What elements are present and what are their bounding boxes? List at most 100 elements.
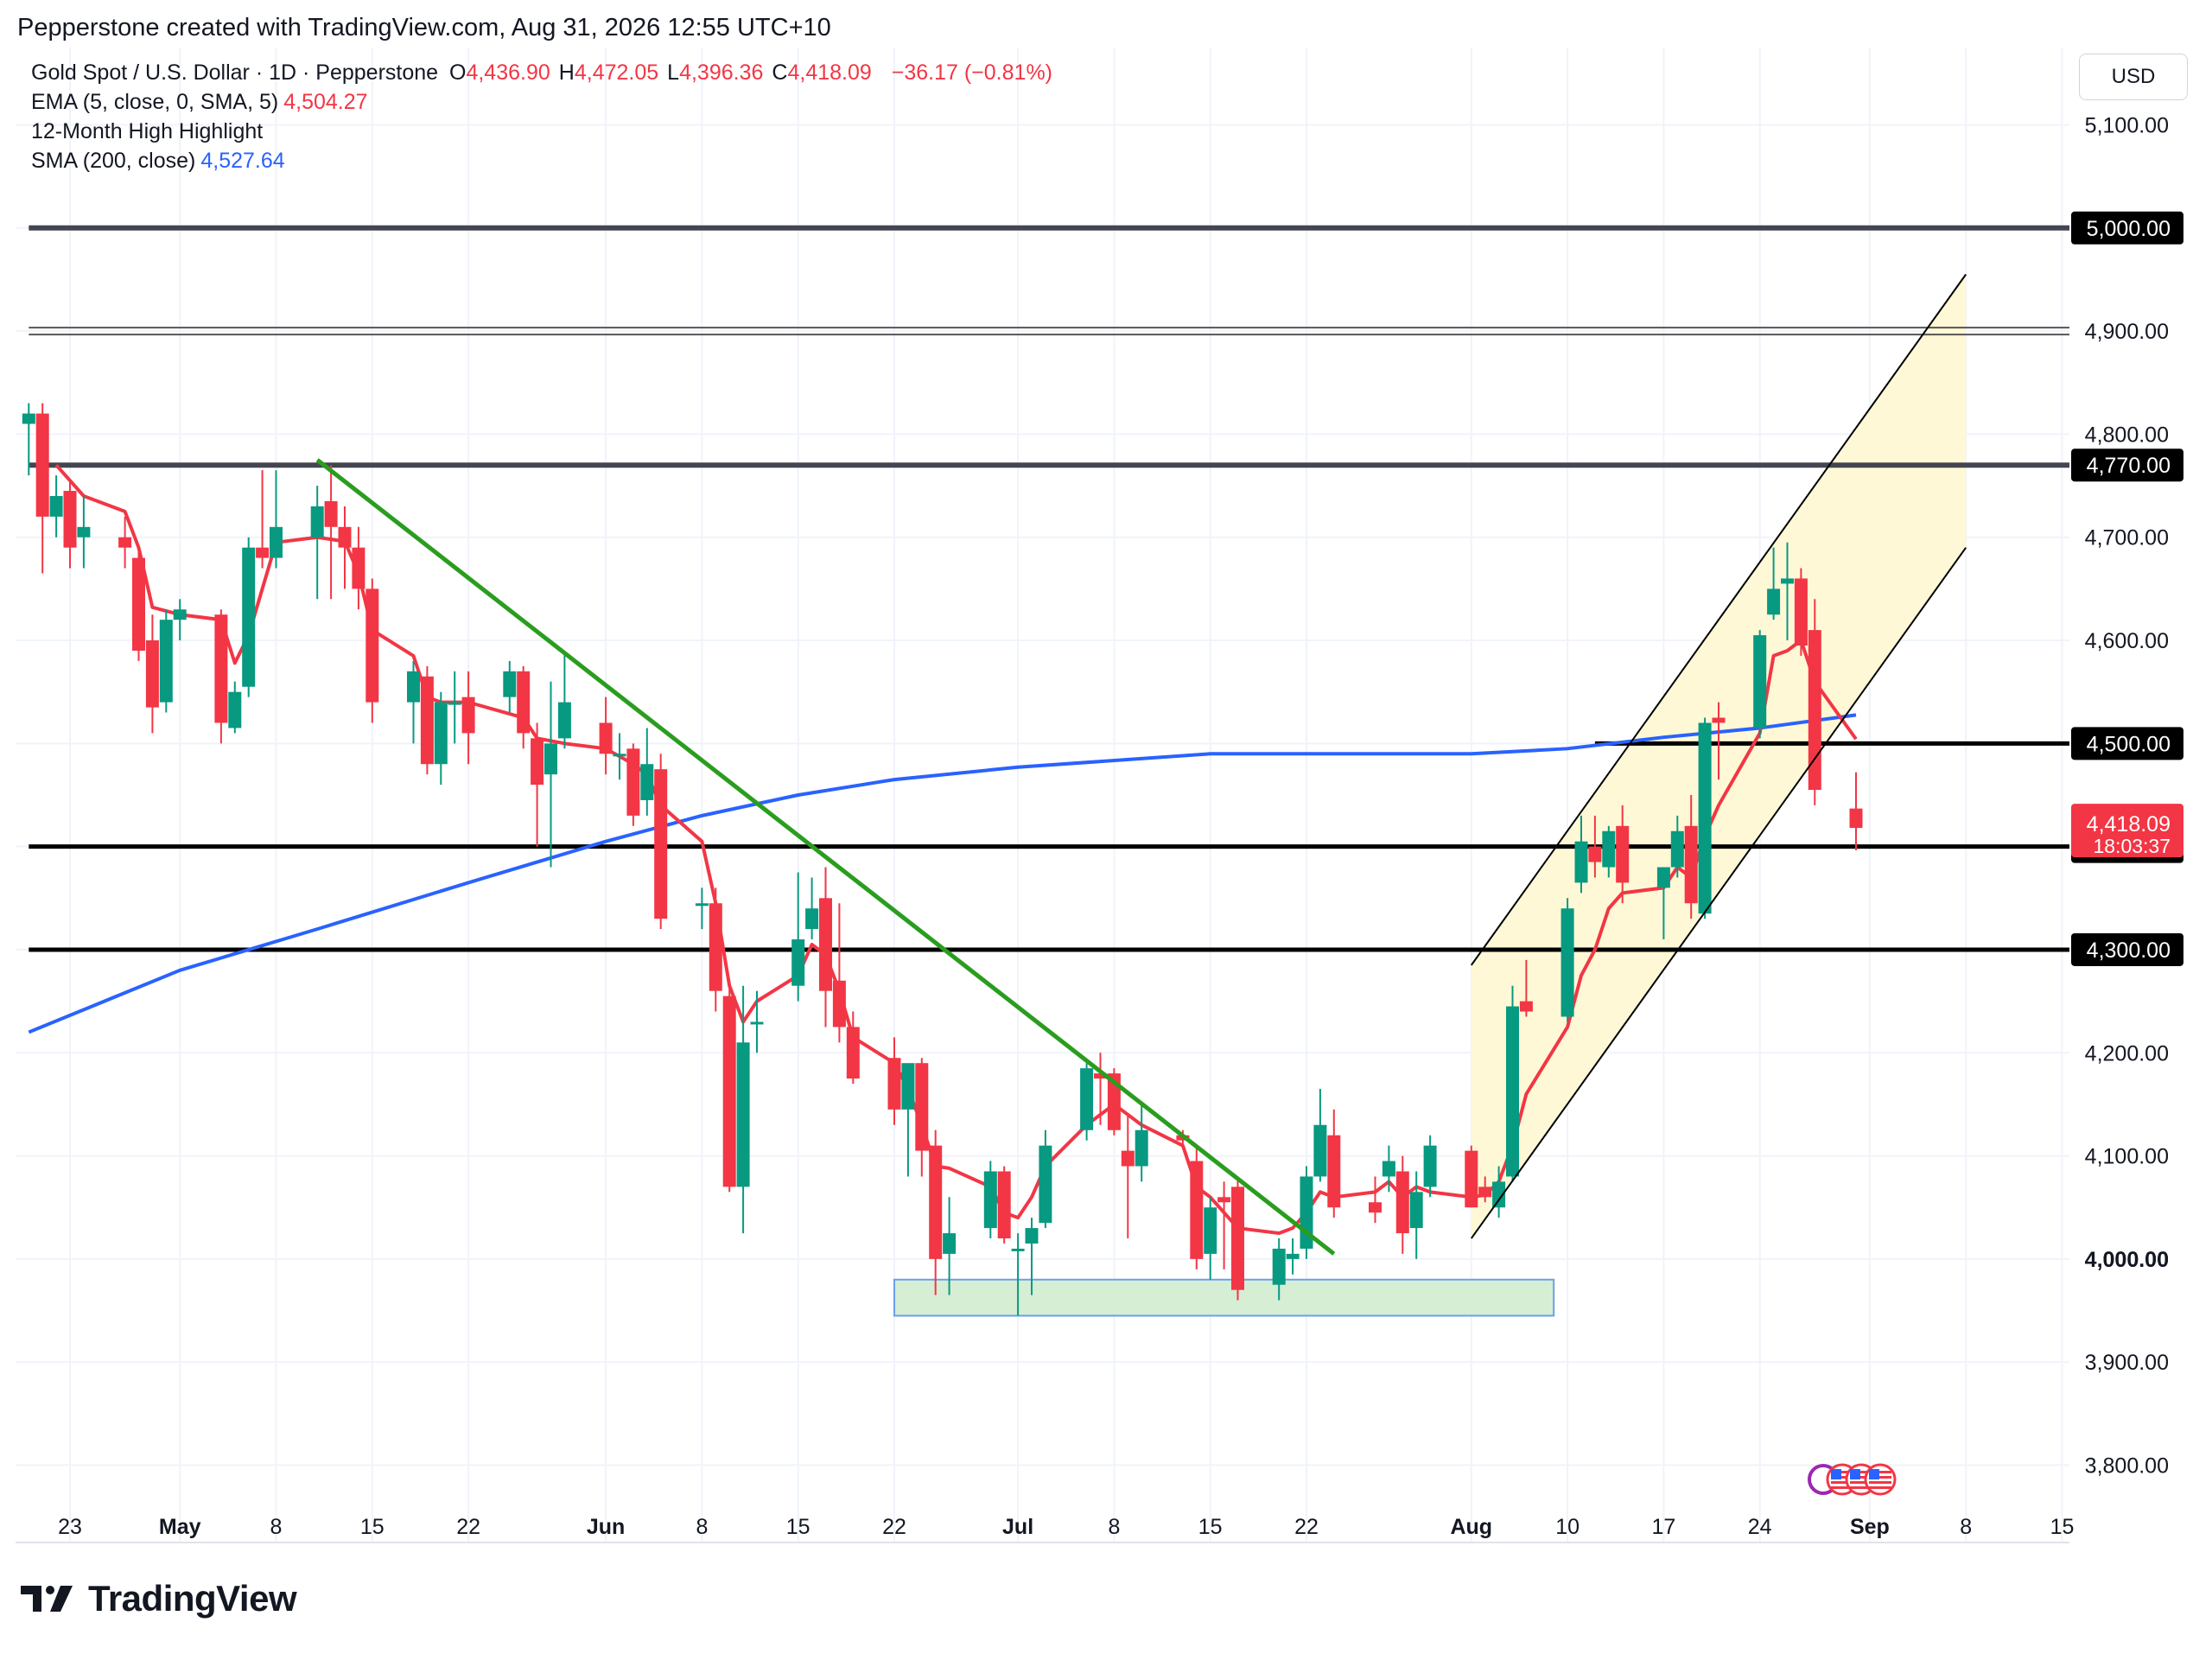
channel-upper-line [1470,273,1967,966]
candle-body [1519,1001,1533,1012]
candle [722,985,736,1193]
candle [819,867,832,1027]
candle-body [1670,830,1684,868]
flag-stripe [1831,1486,1853,1489]
candle [49,475,63,538]
candle-body [228,691,242,728]
time-tick-label: Sep [1850,1515,1890,1539]
candle [352,526,365,610]
candle [173,599,187,641]
candle-body [49,496,63,517]
candle [228,681,242,734]
candle-body [1272,1248,1286,1285]
flag-stripe [1850,1471,1872,1473]
last-price-tag[interactable] [2071,804,2183,858]
candle [1369,1176,1382,1224]
price-level-tag[interactable] [2071,448,2183,482]
candle [846,1011,860,1085]
candle-body [1808,630,1821,791]
candle [1011,1233,1025,1316]
flag-stripe [1869,1476,1891,1479]
candle-body [35,413,49,517]
candle [1039,1129,1052,1229]
time-tick-label: 22 [456,1515,480,1539]
price-level-tag[interactable] [2071,211,2183,245]
candle [1602,825,1616,878]
price-tick-label: 4,100.00 [2085,1145,2169,1169]
price-axis[interactable]: 5,100.00 4,900.00 4,800.00 4,700.00 4,600.00… [2071,113,2183,1479]
time-axis[interactable]: 23 May 8 15 22 Jun 8 15 22 Jul 8 15 22 Aug 10 17 24 Sep 8 1… [58,1515,2074,1539]
candle-body [1656,867,1670,888]
candle-body [832,980,846,1027]
candles [22,403,1863,1316]
candle-body [1560,908,1574,1017]
candle-body [214,614,228,723]
price-level-tag[interactable] [2071,932,2183,966]
candle-body [722,996,736,1187]
tradingview-logo[interactable]: TradingView [21,1578,297,1619]
candle [1231,1176,1244,1301]
price-tick-label: 4,000.00 [2085,1248,2169,1272]
candle [805,877,819,940]
candle [901,1063,915,1177]
time-tick-label: Jun [587,1515,625,1539]
indicator-legend[interactable]: 12-Month High Highlight [31,119,268,144]
flag-stripe [1831,1471,1853,1473]
candle [1794,568,1808,656]
us-flag-event[interactable] [1864,1463,1897,1496]
flag-stripe [1850,1481,1872,1484]
candle [1121,1114,1135,1239]
candle-body [1107,1073,1121,1130]
candle [1560,898,1574,1022]
time-tick-label: 17 [1651,1515,1675,1539]
currency-button[interactable]: USD [2079,54,2188,100]
flag-stripe [1831,1476,1853,1479]
candle [1272,1238,1286,1301]
candle [1849,772,1863,850]
candle [1423,1135,1437,1198]
candle-body [531,738,544,786]
candle [1135,1104,1148,1182]
candle [1190,1145,1204,1269]
candle [1313,1089,1327,1182]
candle-body [434,702,448,765]
candle [1204,1197,1217,1280]
candle-body [352,547,365,589]
ohlc-key: C [772,60,788,85]
symbol-legend[interactable]: Gold Spot / U.S. Dollar · 1D · Peppersto… [31,60,1058,86]
price-level-label: 4,300.00 [2087,938,2171,963]
ohlc-value: 4,418.09 [787,60,872,85]
candle-body [544,743,557,775]
time-tick-label: 8 [1960,1515,1972,1539]
ohlc-key: L [667,60,680,85]
price-tick-label: 4,200.00 [2085,1041,2169,1066]
flag-canton [1850,1469,1860,1479]
price-tick-label: 4,800.00 [2085,423,2169,447]
candle [929,1129,943,1295]
candle-body [1286,1253,1300,1259]
price-tick-label: 5,100.00 [2085,113,2169,137]
candle [338,506,352,589]
price-level-label: 4,500.00 [2087,732,2171,756]
candle [132,547,145,661]
candle [1519,959,1533,1017]
price-change: −36.17 (−0.81%) [891,60,1052,85]
flag-stripe [1850,1486,1872,1489]
candle [270,470,283,569]
candle-body [22,413,35,424]
candle [531,722,544,847]
candle [709,887,722,1012]
symbol-title[interactable]: Gold Spot / U.S. Dollar · 1D · Peppersto… [31,60,439,85]
candle [599,697,613,775]
candle-body [654,769,668,919]
indicator-legend[interactable]: SMA (200, close) 4,527.64 [31,149,290,174]
event-markers[interactable] [1808,1463,1897,1496]
price-level-tag[interactable] [2071,727,2183,760]
candle-body [324,500,338,527]
candle-body [1794,578,1808,646]
candle-body [709,903,722,991]
indicator-legend[interactable]: EMA (5, close, 0, SMA, 5) 4,504.27 [31,90,373,115]
candle [640,728,654,816]
candle-body [901,1063,915,1110]
